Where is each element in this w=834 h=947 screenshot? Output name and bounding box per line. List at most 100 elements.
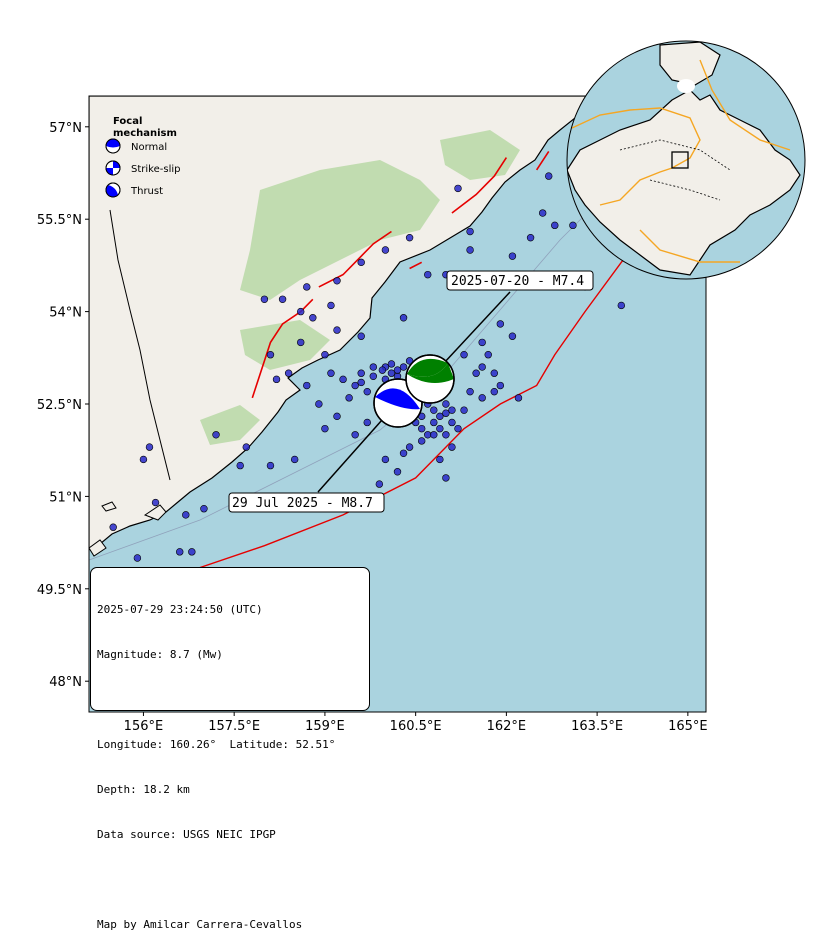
earthquake-marker[interactable] xyxy=(454,184,462,193)
earthquake-marker[interactable] xyxy=(357,332,365,340)
earthquake-marker[interactable] xyxy=(333,277,341,285)
earthquake-marker[interactable] xyxy=(508,252,517,260)
earthquake-marker[interactable] xyxy=(478,363,486,371)
earthquake-marker[interactable] xyxy=(333,412,341,421)
earthquake-marker[interactable] xyxy=(526,233,535,242)
earthquake-marker[interactable] xyxy=(278,295,287,303)
earthquake-marker[interactable] xyxy=(303,381,311,390)
earthquake-marker[interactable] xyxy=(617,301,626,310)
earthquake-marker[interactable] xyxy=(260,295,269,303)
earthquake-marker[interactable] xyxy=(436,424,444,433)
earthquake-marker[interactable] xyxy=(145,443,154,451)
earthquake-marker[interactable] xyxy=(448,406,456,414)
earthquake-marker[interactable] xyxy=(490,387,498,396)
earthquake-marker[interactable] xyxy=(363,418,371,427)
earthquake-marker[interactable] xyxy=(514,394,523,402)
earthquake-marker[interactable] xyxy=(430,418,438,427)
earthquake-marker[interactable] xyxy=(424,270,432,279)
earthquake-marker[interactable] xyxy=(442,400,450,408)
earthquake-marker[interactable] xyxy=(405,357,414,365)
earthquake-marker[interactable] xyxy=(496,381,505,390)
earthquake-marker[interactable] xyxy=(448,443,456,451)
earthquake-marker[interactable] xyxy=(569,221,577,230)
earthquake-marker[interactable] xyxy=(139,455,148,464)
earthquake-marker[interactable] xyxy=(442,409,450,417)
earthquake-marker[interactable] xyxy=(133,554,142,562)
earthquake-marker[interactable] xyxy=(378,366,387,374)
earthquake-marker[interactable] xyxy=(466,387,474,396)
earthquake-marker[interactable] xyxy=(538,209,547,217)
earthquake-marker[interactable] xyxy=(182,511,190,519)
earthquake-marker[interactable] xyxy=(387,369,396,377)
earthquake-marker[interactable] xyxy=(236,461,244,470)
earthquake-marker[interactable] xyxy=(460,406,468,414)
earthquake-marker[interactable] xyxy=(212,431,220,439)
earthquake-marker[interactable] xyxy=(242,443,250,451)
earthquake-marker[interactable] xyxy=(399,363,408,371)
earthquake-marker[interactable] xyxy=(466,246,474,254)
earthquake-marker[interactable] xyxy=(448,418,456,427)
earthquake-marker[interactable] xyxy=(109,523,117,531)
earthquake-marker[interactable] xyxy=(321,351,329,359)
earthquake-marker[interactable] xyxy=(545,172,553,180)
earthquake-marker[interactable] xyxy=(266,461,275,470)
earthquake-marker[interactable] xyxy=(303,283,311,291)
earthquake-marker[interactable] xyxy=(399,449,408,457)
earthquake-marker[interactable] xyxy=(297,307,305,316)
earthquake-marker[interactable] xyxy=(393,366,402,374)
earthquake-marker[interactable] xyxy=(466,227,474,236)
earthquake-marker[interactable] xyxy=(478,338,486,347)
earthquake-marker[interactable] xyxy=(405,443,414,451)
earthquake-marker[interactable] xyxy=(490,369,498,377)
earthquake-marker[interactable] xyxy=(375,480,384,488)
earthquake-marker[interactable] xyxy=(290,455,299,464)
earthquake-marker[interactable] xyxy=(321,424,329,433)
earthquake-marker[interactable] xyxy=(315,400,323,408)
earthquake-marker[interactable] xyxy=(151,498,160,507)
earthquake-marker[interactable] xyxy=(309,314,317,322)
earthquake-marker[interactable] xyxy=(381,246,390,254)
earthquake-marker[interactable] xyxy=(460,351,468,359)
earthquake-marker[interactable] xyxy=(442,474,450,482)
earthquake-marker[interactable] xyxy=(369,372,378,380)
earthquake-marker[interactable] xyxy=(393,468,402,476)
earthquake-marker[interactable] xyxy=(417,424,426,433)
earthquake-marker[interactable] xyxy=(484,351,492,359)
earthquake-marker[interactable] xyxy=(551,221,559,230)
earthquake-marker[interactable] xyxy=(430,406,438,414)
foreshock-focal-mechanism[interactable] xyxy=(405,354,455,404)
earthquake-marker[interactable] xyxy=(399,314,408,322)
earthquake-marker[interactable] xyxy=(284,369,293,377)
earthquake-marker[interactable] xyxy=(363,387,371,396)
earthquake-marker[interactable] xyxy=(436,455,444,464)
earthquake-marker[interactable] xyxy=(405,233,414,242)
earthquake-marker[interactable] xyxy=(345,394,353,402)
earthquake-marker[interactable] xyxy=(478,394,486,402)
earthquake-marker[interactable] xyxy=(381,455,390,464)
earthquake-marker[interactable] xyxy=(266,351,275,359)
earthquake-marker[interactable] xyxy=(454,424,462,433)
earthquake-marker[interactable] xyxy=(442,431,450,439)
earthquake-marker[interactable] xyxy=(436,412,444,421)
earthquake-marker[interactable] xyxy=(339,375,347,384)
earthquake-marker[interactable] xyxy=(417,437,426,445)
earthquake-marker[interactable] xyxy=(272,375,281,384)
earthquake-marker[interactable] xyxy=(327,369,335,377)
earthquake-marker[interactable] xyxy=(496,320,505,328)
earthquake-marker[interactable] xyxy=(333,326,341,334)
earthquake-marker[interactable] xyxy=(508,332,517,340)
earthquake-marker[interactable] xyxy=(357,378,365,387)
earthquake-marker[interactable] xyxy=(430,431,438,439)
earthquake-marker[interactable] xyxy=(387,360,396,368)
earthquake-marker[interactable] xyxy=(351,431,359,439)
earthquake-marker[interactable] xyxy=(472,369,480,377)
earthquake-marker[interactable] xyxy=(369,363,378,371)
earthquake-marker[interactable] xyxy=(327,301,335,310)
earthquake-marker[interactable] xyxy=(297,338,305,347)
earthquake-marker[interactable] xyxy=(357,369,365,377)
earthquake-marker[interactable] xyxy=(176,548,184,556)
earthquake-marker[interactable] xyxy=(351,381,359,390)
earthquake-marker[interactable] xyxy=(357,258,365,267)
earthquake-marker[interactable] xyxy=(188,548,196,556)
earthquake-marker[interactable] xyxy=(200,505,208,513)
